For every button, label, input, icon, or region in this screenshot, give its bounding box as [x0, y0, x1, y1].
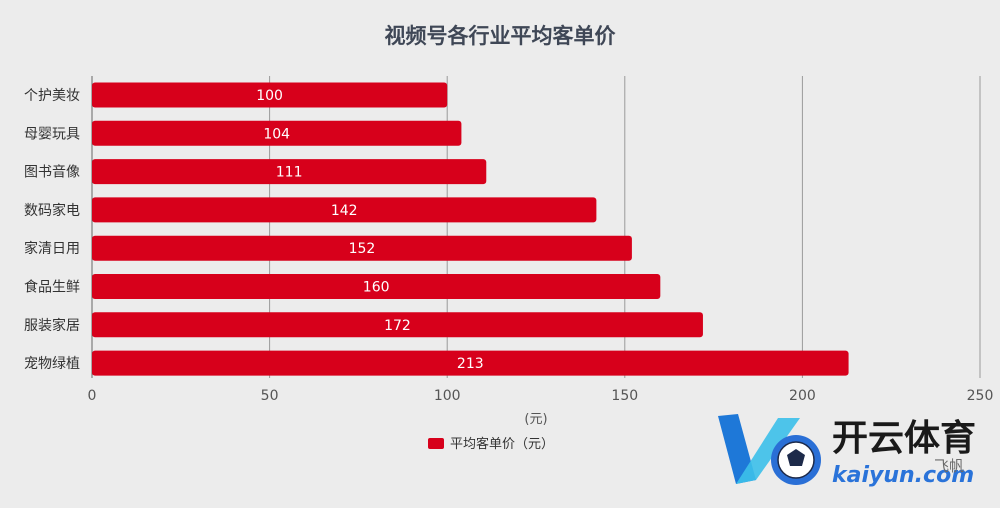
- bar[interactable]: [92, 197, 597, 223]
- bar-value-label: 111: [276, 165, 303, 181]
- category-label: 个护美妆: [24, 88, 80, 104]
- legend-swatch: [428, 438, 444, 449]
- bar[interactable]: [92, 274, 661, 299]
- bar-value-label: 142: [331, 203, 358, 219]
- bar[interactable]: [92, 350, 849, 376]
- watermark-brand-cn: 开云体育: [832, 418, 976, 459]
- legend-label: 平均客单价（元）: [450, 436, 554, 452]
- bar[interactable]: [92, 82, 448, 108]
- x-tick-label: 0: [88, 388, 97, 404]
- bar[interactable]: [92, 235, 632, 261]
- x-tick-label: 100: [434, 388, 461, 404]
- bar[interactable]: [92, 312, 703, 338]
- category-label: 数码家电: [24, 202, 80, 219]
- category-label: 家清日用: [24, 240, 80, 257]
- category-label: 母婴玩具: [24, 126, 80, 142]
- watermark-brand-en: kaiyun.com: [832, 463, 974, 488]
- watermark-stamp: 飞帆: [934, 457, 964, 475]
- bar[interactable]: [92, 159, 487, 185]
- x-tick-label: 200: [789, 388, 816, 404]
- watermark-logo: 开云体育 kaiyun.com 飞帆: [718, 414, 976, 488]
- category-label: 食品生鲜: [24, 279, 80, 296]
- category-label: 图书音像: [24, 164, 80, 181]
- kaiyun-k-ball-logo: [718, 414, 821, 485]
- bar-value-label: 104: [263, 126, 290, 142]
- bar-value-label: 152: [349, 241, 376, 257]
- x-tick-label: 50: [261, 388, 279, 404]
- bars: 100 104 111 142 152 160 172 213: [92, 82, 849, 376]
- x-axis-label: (元): [524, 412, 547, 427]
- bar-value-label: 160: [363, 280, 390, 296]
- legend[interactable]: 平均客单价（元）: [428, 436, 554, 452]
- bar[interactable]: [92, 120, 462, 146]
- x-tick-labels: 0 50 100 150 200 250: [88, 388, 994, 404]
- x-tick-label: 250: [967, 388, 994, 404]
- bar-value-label: 213: [457, 356, 484, 372]
- x-tick-label: 150: [611, 388, 638, 404]
- category-label: 服装家居: [24, 317, 80, 334]
- category-label: 宠物绿植: [24, 356, 80, 372]
- bar-value-label: 100: [256, 88, 283, 104]
- bar-value-label: 172: [384, 318, 411, 334]
- chart-title: 视频号各行业平均客单价: [385, 24, 617, 48]
